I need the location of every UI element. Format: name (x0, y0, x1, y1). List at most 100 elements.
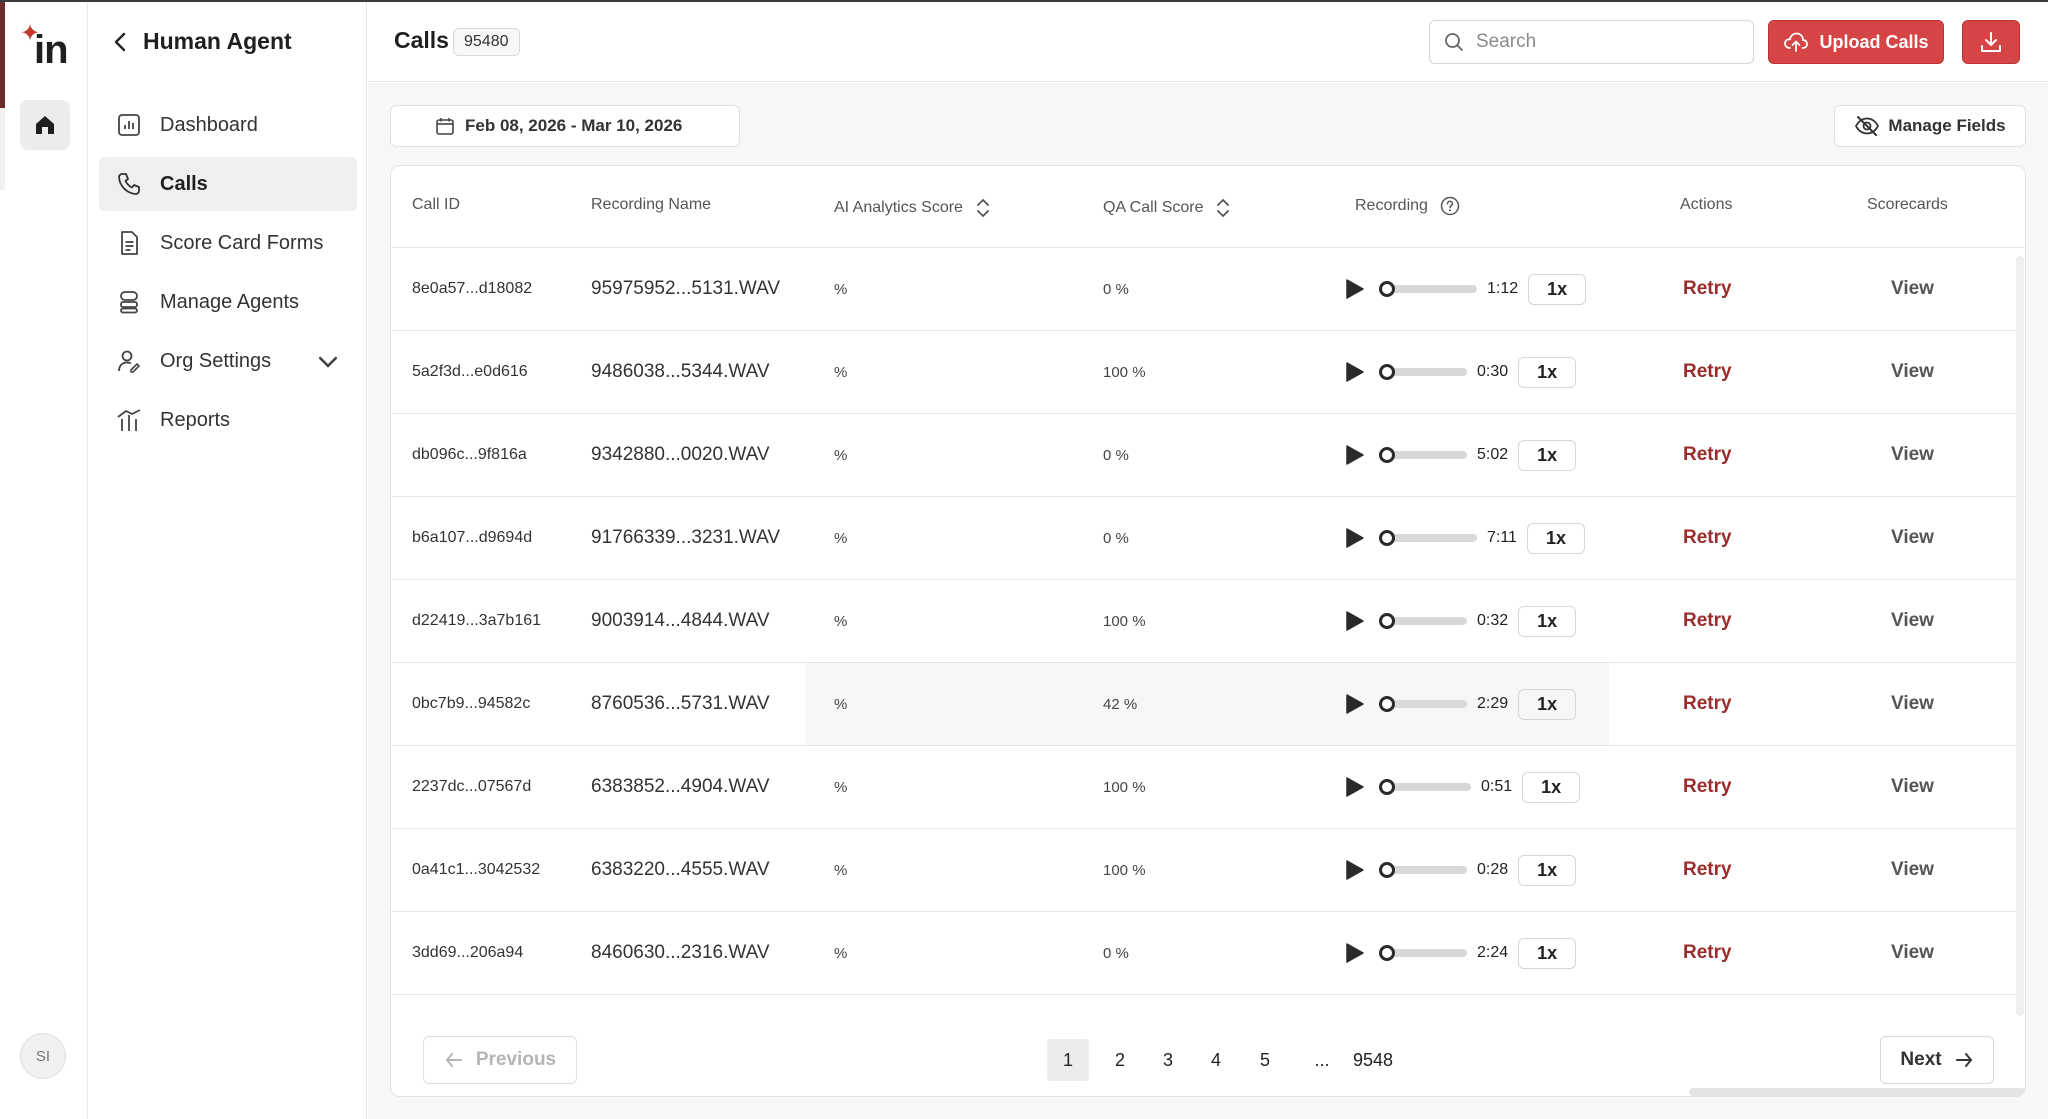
retry-link[interactable]: Retry (1683, 776, 1732, 797)
audio-progress-slider[interactable] (1379, 364, 1467, 380)
sort-icon[interactable] (1215, 196, 1231, 220)
home-button[interactable] (20, 100, 70, 150)
view-scorecard-link[interactable]: View (1891, 361, 1934, 382)
horizontal-scrollbar[interactable] (1689, 1088, 2025, 1096)
playback-speed-button[interactable]: 1x (1518, 937, 1577, 969)
playback-speed-button[interactable]: 1x (1518, 356, 1577, 388)
retry-link[interactable]: Retry (1683, 942, 1732, 963)
table-row[interactable]: b6a107...d9694d 91766339...3231.WAV% 0 % 7:… (391, 497, 2025, 580)
avatar[interactable]: SI (20, 1033, 66, 1079)
playback-speed-button[interactable]: 1x (1518, 605, 1577, 637)
previous-button[interactable]: Previous (423, 1036, 577, 1084)
view-scorecard-link[interactable]: View (1891, 859, 1934, 880)
slider-handle[interactable] (1379, 447, 1395, 463)
audio-progress-slider[interactable] (1379, 281, 1477, 297)
help-icon[interactable] (1440, 196, 1460, 216)
retry-link[interactable]: Retry (1683, 444, 1732, 465)
date-range-picker[interactable]: Feb 08, 2026 - Mar 10, 2026 (390, 105, 740, 147)
page-number[interactable]: 5 (1259, 1049, 1270, 1070)
view-scorecard-link[interactable]: View (1891, 610, 1934, 631)
view-scorecard-link[interactable]: View (1891, 942, 1934, 963)
table-row[interactable]: 2237dc...07567d 6383852...4904.WAV% 100 % 0… (391, 746, 2025, 829)
retry-link[interactable]: Retry (1683, 859, 1732, 880)
page-number[interactable]: 1 (1047, 1039, 1089, 1081)
view-scorecard-link[interactable]: View (1891, 278, 1934, 299)
play-icon[interactable] (1343, 859, 1365, 881)
view-scorecard-link[interactable]: View (1891, 527, 1934, 548)
page-number[interactable]: 9548 (1352, 1049, 1394, 1070)
table-row[interactable]: 0a41c1...3042532 6383220...4555.WAV% 100 %… (391, 829, 2025, 912)
page-number[interactable]: 3 (1162, 1049, 1173, 1070)
audio-progress-slider[interactable] (1379, 779, 1471, 795)
sidebar-item-calls[interactable]: Calls (99, 157, 357, 211)
playback-speed-button[interactable]: 1x (1518, 854, 1577, 886)
home-icon (36, 116, 54, 134)
download-button[interactable] (1962, 20, 2020, 64)
playback-speed-button[interactable]: 1x (1518, 439, 1577, 471)
qa-score-cell: 0 % (1103, 944, 1129, 962)
slider-handle[interactable] (1379, 862, 1395, 878)
chevron-down-icon[interactable] (315, 349, 341, 375)
audio-progress-slider[interactable] (1379, 613, 1467, 629)
playback-speed-button[interactable]: 1x (1518, 688, 1577, 720)
play-icon[interactable] (1343, 693, 1365, 715)
retry-link[interactable]: Retry (1683, 693, 1732, 714)
sidebar-item-org-settings[interactable]: Org Settings (99, 334, 357, 388)
chevron-left-icon[interactable] (113, 32, 127, 52)
view-scorecard-link[interactable]: View (1891, 444, 1934, 465)
sort-icon[interactable] (975, 196, 991, 220)
search-input[interactable] (1476, 31, 1736, 53)
next-button[interactable]: Next (1880, 1036, 1994, 1084)
table-row[interactable]: db096c...9f816a 9342880...0020.WAV% 0 % 5:0… (391, 414, 2025, 497)
search-box[interactable] (1429, 20, 1754, 64)
retry-link[interactable]: Retry (1683, 527, 1732, 548)
sidebar-header[interactable]: Human Agent (113, 28, 292, 55)
retry-link[interactable]: Retry (1683, 278, 1732, 299)
page-number[interactable]: 2 (1114, 1049, 1125, 1070)
vertical-scrollbar[interactable] (2016, 256, 2024, 1016)
play-icon[interactable] (1343, 610, 1365, 632)
audio-progress-slider[interactable] (1379, 530, 1477, 546)
play-icon[interactable] (1343, 278, 1365, 300)
table-row[interactable]: 0bc7b9...94582c 8760536...5731.WAV% 42 % 2:… (391, 663, 2025, 746)
slider-handle[interactable] (1379, 945, 1395, 961)
audio-progress-slider[interactable] (1379, 696, 1467, 712)
audio-progress-slider[interactable] (1379, 447, 1467, 463)
slider-handle[interactable] (1379, 779, 1395, 795)
sidebar-item-reports[interactable]: Reports (99, 393, 357, 447)
column-header-qa-score[interactable]: QA Call Score (1103, 196, 1231, 220)
play-icon[interactable] (1343, 444, 1365, 466)
table-row[interactable]: 3dd69...206a94 8460630...2316.WAV% 0 % 2:24… (391, 912, 2025, 995)
play-icon[interactable] (1343, 776, 1365, 798)
audio-progress-slider[interactable] (1379, 862, 1467, 878)
view-scorecard-link[interactable]: View (1891, 693, 1934, 714)
table-row[interactable]: 5a2f3d...e0d616 9486038...5344.WAV% 100 % 0… (391, 331, 2025, 414)
slider-handle[interactable] (1379, 613, 1395, 629)
column-header-ai-score[interactable]: AI Analytics Score (834, 196, 991, 220)
slider-handle[interactable] (1379, 530, 1395, 546)
retry-link[interactable]: Retry (1683, 361, 1732, 382)
slider-handle[interactable] (1379, 696, 1395, 712)
upload-calls-button[interactable]: Upload Calls (1768, 20, 1944, 64)
play-icon[interactable] (1343, 527, 1365, 549)
app-logo[interactable]: ✦ in (20, 22, 76, 72)
slider-handle[interactable] (1379, 364, 1395, 380)
sidebar-item-score-card-forms[interactable]: Score Card Forms (99, 216, 357, 270)
slider-handle[interactable] (1379, 281, 1395, 297)
playback-speed-button[interactable]: 1x (1528, 273, 1587, 305)
manage-fields-button[interactable]: Manage Fields (1834, 105, 2026, 147)
recording-name-cell: 6383852...4904.WAV (591, 776, 770, 797)
play-icon[interactable] (1343, 942, 1365, 964)
table-row[interactable]: 8e0a57...d18082 95975952...5131.WAV% 0 % 1:… (391, 248, 2025, 331)
playback-speed-button[interactable]: 1x (1522, 771, 1581, 803)
page-number[interactable]: 4 (1210, 1049, 1221, 1070)
table-row[interactable]: d22419...3a7b161 9003914...4844.WAV% 100 %… (391, 580, 2025, 663)
sidebar-item-dashboard[interactable]: Dashboard (99, 98, 357, 152)
view-scorecard-link[interactable]: View (1891, 776, 1934, 797)
audio-progress-slider[interactable] (1379, 945, 1467, 961)
playback-speed-button[interactable]: 1x (1526, 522, 1585, 554)
retry-link[interactable]: Retry (1683, 610, 1732, 631)
sidebar-item-manage-agents[interactable]: Manage Agents (99, 275, 357, 329)
play-icon[interactable] (1343, 361, 1365, 383)
recording-name-cell: 6383220...4555.WAV (591, 859, 770, 880)
